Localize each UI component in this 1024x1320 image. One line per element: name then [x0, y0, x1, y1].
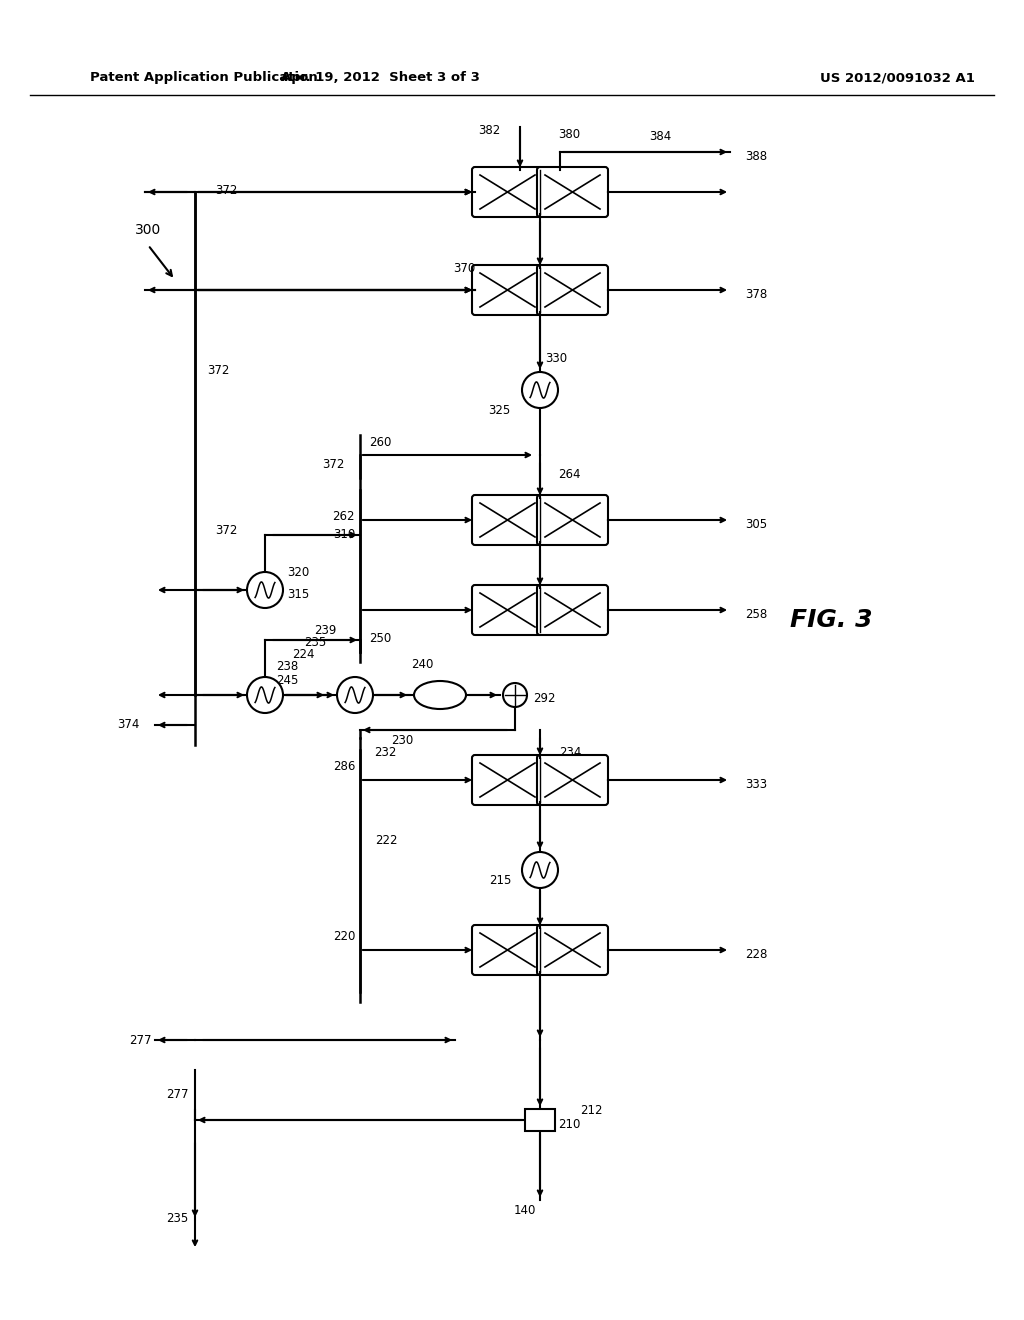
Text: 220: 220: [333, 929, 355, 942]
Text: Patent Application Publication: Patent Application Publication: [90, 71, 317, 84]
Text: 240: 240: [411, 659, 433, 672]
Text: Apr. 19, 2012  Sheet 3 of 3: Apr. 19, 2012 Sheet 3 of 3: [281, 71, 479, 84]
Text: 380: 380: [558, 128, 581, 140]
FancyBboxPatch shape: [472, 755, 543, 805]
Circle shape: [247, 677, 283, 713]
Text: 258: 258: [745, 607, 767, 620]
Text: 264: 264: [558, 469, 581, 482]
Text: 232: 232: [374, 746, 396, 759]
Circle shape: [337, 677, 373, 713]
Text: 234: 234: [559, 746, 582, 759]
Text: 370: 370: [453, 261, 475, 275]
Circle shape: [247, 572, 283, 609]
Text: 384: 384: [649, 131, 671, 144]
Text: 235: 235: [166, 1212, 188, 1225]
Text: 286: 286: [333, 759, 355, 772]
Text: 378: 378: [745, 288, 767, 301]
Text: 277: 277: [166, 1089, 188, 1101]
Circle shape: [503, 682, 527, 708]
Text: 320: 320: [287, 565, 309, 578]
Text: 372: 372: [207, 363, 229, 376]
Text: 239: 239: [313, 624, 336, 638]
Text: 262: 262: [333, 510, 355, 523]
Circle shape: [522, 372, 558, 408]
Text: 224: 224: [292, 648, 314, 661]
Text: 210: 210: [558, 1118, 581, 1130]
Text: 310: 310: [333, 528, 355, 540]
Text: 330: 330: [545, 351, 567, 364]
Text: 235: 235: [304, 636, 326, 649]
Text: 333: 333: [745, 777, 767, 791]
Text: 305: 305: [745, 517, 767, 531]
FancyBboxPatch shape: [537, 755, 608, 805]
Bar: [525, 1109, 555, 1131]
Text: 260: 260: [369, 437, 391, 450]
Circle shape: [522, 851, 558, 888]
Text: 215: 215: [489, 874, 512, 887]
Text: 315: 315: [287, 589, 309, 602]
Text: 245: 245: [275, 675, 298, 688]
FancyBboxPatch shape: [537, 925, 608, 975]
FancyBboxPatch shape: [537, 585, 608, 635]
Text: 230: 230: [391, 734, 413, 747]
Text: 388: 388: [745, 149, 767, 162]
FancyBboxPatch shape: [472, 265, 543, 315]
Text: 228: 228: [745, 948, 767, 961]
Text: 382: 382: [478, 124, 500, 136]
FancyBboxPatch shape: [537, 265, 608, 315]
FancyBboxPatch shape: [472, 925, 543, 975]
Text: 292: 292: [534, 692, 555, 705]
Text: 140: 140: [514, 1204, 537, 1217]
Text: 277: 277: [129, 1034, 152, 1047]
Text: 325: 325: [487, 404, 510, 417]
Ellipse shape: [414, 681, 466, 709]
FancyBboxPatch shape: [472, 168, 543, 216]
FancyBboxPatch shape: [537, 495, 608, 545]
Text: 372: 372: [323, 458, 345, 471]
Text: FIG. 3: FIG. 3: [790, 609, 872, 632]
Text: 222: 222: [375, 833, 397, 846]
Text: 372: 372: [215, 183, 238, 197]
FancyBboxPatch shape: [537, 168, 608, 216]
Text: 238: 238: [275, 660, 298, 673]
FancyBboxPatch shape: [472, 495, 543, 545]
Text: 300: 300: [135, 223, 161, 238]
Text: 250: 250: [369, 631, 391, 644]
Text: 374: 374: [118, 718, 140, 731]
Text: US 2012/0091032 A1: US 2012/0091032 A1: [820, 71, 975, 84]
Text: 212: 212: [580, 1104, 602, 1117]
FancyBboxPatch shape: [472, 585, 543, 635]
Text: 372: 372: [215, 524, 238, 536]
